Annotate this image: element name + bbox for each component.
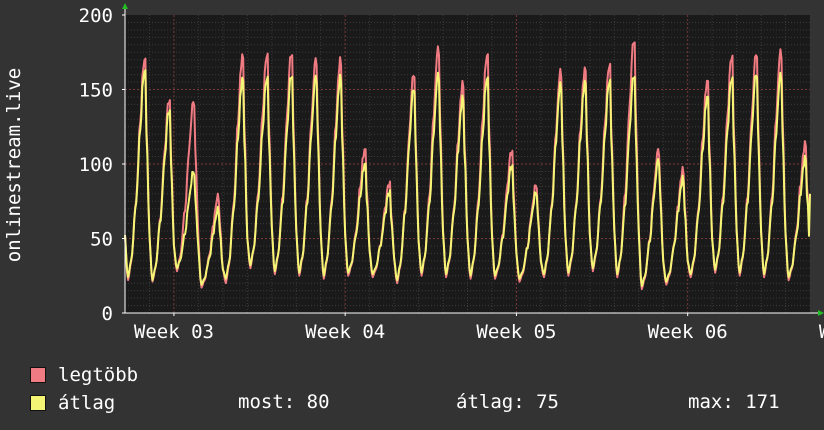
x-tick-label: Week 03	[134, 321, 214, 343]
stat-average: átlag: 75	[456, 391, 559, 413]
series-layer	[124, 41, 811, 291]
y-axis-title: onlinestream.live	[3, 68, 25, 262]
x-tick-label: Week 05	[476, 321, 556, 343]
plot-area	[125, 15, 810, 313]
x-tick-label: Week 06	[648, 321, 728, 343]
x-tick-label: Week 07	[819, 321, 824, 343]
legend-label-avg: átlag	[58, 392, 116, 414]
series-line	[124, 69, 811, 288]
stat-now: most: 80	[238, 391, 330, 413]
x-tick-label: Week 04	[305, 321, 385, 343]
legend-item-max: legtöbb	[30, 364, 138, 386]
y-tick-label: 100	[79, 154, 113, 176]
y-tick-label: 150	[79, 80, 113, 102]
x-axis-arrow	[818, 310, 824, 316]
legend-swatch-max	[30, 367, 46, 383]
axes: 0 50 100 150 200 Week 03 Week 04 Week 05 Week 06…	[79, 3, 824, 343]
legend-item-avg: átlag	[30, 392, 115, 414]
y-tick-label: 50	[90, 229, 113, 251]
y-tick-label: 200	[79, 5, 113, 27]
stat-max: max: 171	[688, 391, 780, 413]
legend-swatch-avg	[30, 395, 46, 411]
legend-label-max: legtöbb	[58, 364, 139, 386]
y-tick-label: 0	[102, 303, 113, 325]
y-axis-arrow	[122, 3, 128, 9]
